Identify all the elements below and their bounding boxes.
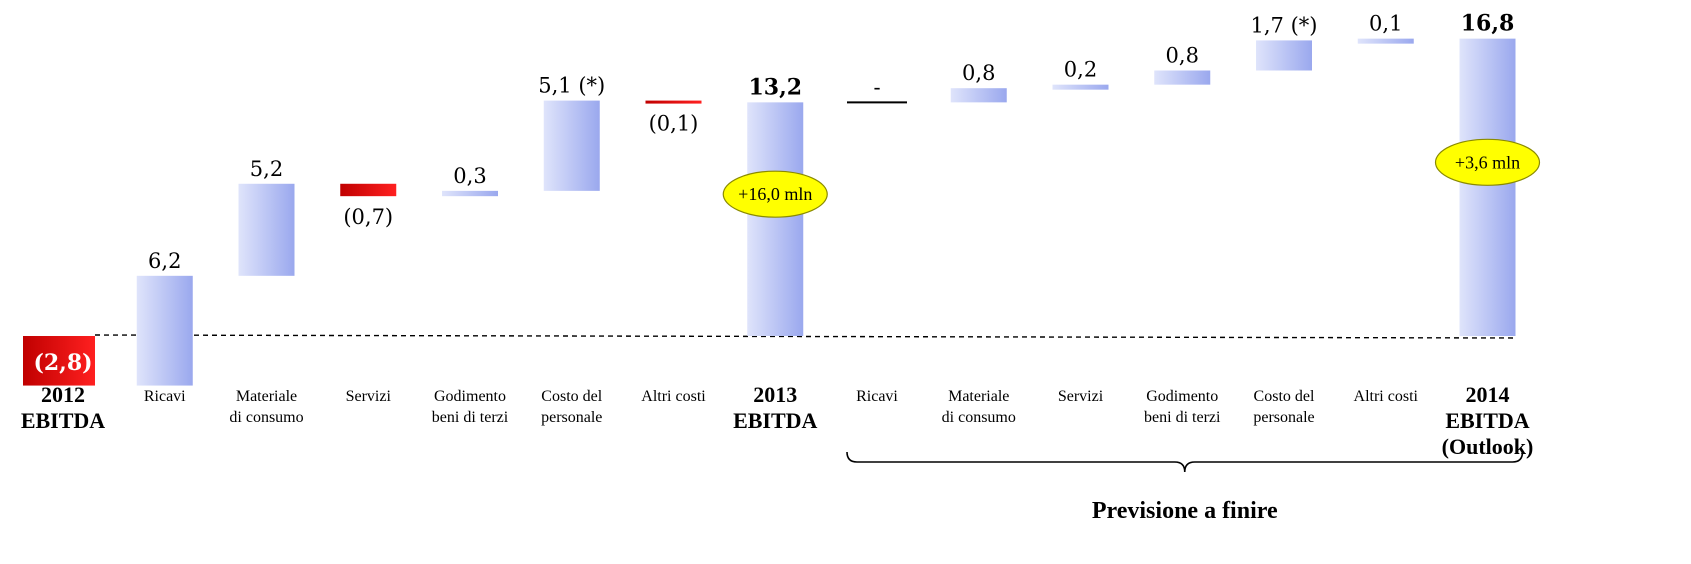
category-label: Altri costi bbox=[1354, 388, 1419, 405]
category-label: Ricavi bbox=[144, 388, 186, 405]
bar-positive bbox=[543, 100, 600, 191]
growth-badge: +16,0 mln bbox=[722, 170, 828, 218]
forecast-bracket bbox=[846, 451, 1524, 473]
category-label: 2012 EBITDA bbox=[21, 382, 105, 433]
data-label: 0,2 bbox=[1064, 58, 1097, 82]
category-label: Costo del personale bbox=[1253, 388, 1315, 426]
data-label: - bbox=[873, 75, 880, 99]
category-label: Costo del personale bbox=[541, 388, 603, 426]
bar-positive bbox=[1052, 84, 1109, 90]
category-label: Godimento beni di terzi bbox=[432, 388, 509, 426]
category-label: Altri costi bbox=[641, 388, 706, 405]
badge-ellipse bbox=[722, 170, 828, 218]
category-label: Materiale di consumo bbox=[942, 388, 1016, 426]
data-label: 0,1 bbox=[1369, 12, 1402, 36]
category-label: 2013 EBITDA bbox=[733, 382, 817, 433]
growth-badge: +3,6 mln bbox=[1434, 138, 1541, 186]
data-label: (0,7) bbox=[343, 205, 393, 229]
bar-positive bbox=[1459, 38, 1516, 336]
data-label: 0,8 bbox=[1166, 44, 1199, 68]
data-label: (2,8) bbox=[33, 350, 92, 376]
category-label: 2014 EBITDA (Outlook) bbox=[1442, 382, 1534, 459]
data-label: 13,2 bbox=[748, 74, 802, 100]
bar-negative bbox=[645, 100, 702, 104]
badge-ellipse bbox=[1434, 138, 1541, 186]
data-label: 6,2 bbox=[148, 249, 181, 273]
bar-positive bbox=[747, 102, 804, 336]
badge-label: +3,6 mln bbox=[1455, 152, 1520, 172]
data-label: 5,1 (*) bbox=[538, 74, 605, 98]
data-label: (0,1) bbox=[649, 111, 699, 135]
bar-positive bbox=[238, 183, 295, 276]
bar-positive bbox=[442, 190, 498, 197]
data-label: 0,8 bbox=[962, 61, 995, 85]
category-label: Godimento beni di terzi bbox=[1144, 388, 1221, 426]
data-label: 0,3 bbox=[453, 164, 486, 188]
zero-baseline bbox=[94, 334, 1516, 339]
bar-positive bbox=[136, 275, 193, 386]
data-label: 16,8 bbox=[1461, 11, 1515, 37]
category-label: Servizi bbox=[346, 388, 392, 405]
bar-positive bbox=[950, 88, 1007, 103]
bar-positive bbox=[1154, 70, 1211, 85]
bar-positive bbox=[1357, 38, 1414, 44]
bracket-label: Previsione a finire bbox=[1092, 498, 1278, 524]
bar-positive bbox=[1256, 40, 1312, 71]
bar-negative bbox=[340, 183, 397, 197]
category-label: Ricavi bbox=[856, 388, 898, 405]
badge-label: +16,0 mln bbox=[738, 184, 812, 204]
category-label: Materiale di consumo bbox=[229, 388, 303, 426]
data-label: 1,7 (*) bbox=[1251, 13, 1318, 37]
data-label: 5,2 bbox=[250, 157, 283, 181]
bar-start bbox=[23, 336, 95, 386]
category-label: Servizi bbox=[1058, 388, 1104, 405]
